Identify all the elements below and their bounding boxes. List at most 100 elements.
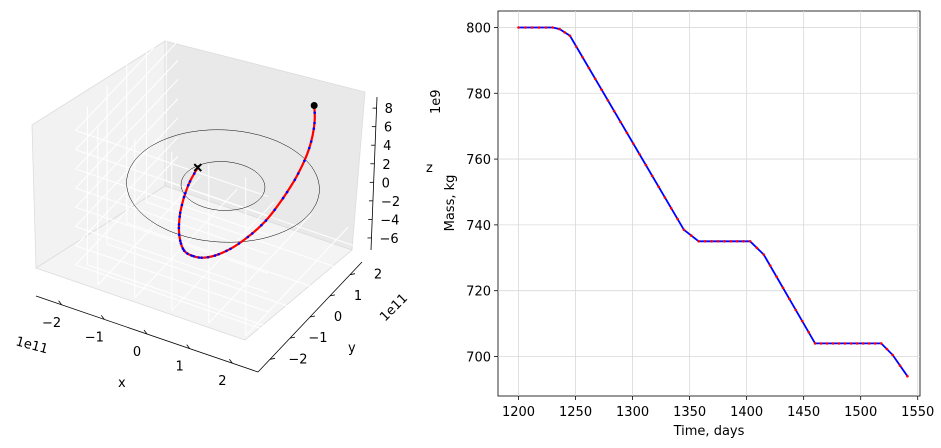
z-gridline bbox=[75, 187, 269, 255]
y-tick-label: 780 bbox=[466, 87, 491, 102]
mass-point bbox=[544, 26, 548, 29]
mass-point bbox=[676, 217, 679, 221]
trajectory-point bbox=[192, 254, 196, 258]
pane-floor bbox=[35, 185, 353, 341]
mass-point bbox=[619, 120, 622, 124]
mass-point bbox=[867, 342, 871, 345]
trajectory-point bbox=[313, 121, 316, 125]
y-gridline bbox=[126, 222, 320, 290]
z-tick-label: −4 bbox=[380, 213, 399, 228]
mass-point bbox=[657, 185, 660, 188]
x-tick-label: 1 bbox=[176, 360, 184, 375]
mass-point bbox=[568, 34, 572, 37]
mass-point bbox=[723, 240, 726, 243]
x-tick-label: 2 bbox=[218, 374, 226, 389]
x-tick-label: 1350 bbox=[673, 405, 706, 420]
y-tick-mark bbox=[349, 273, 356, 276]
trajectory-point bbox=[246, 235, 250, 239]
z-gridline bbox=[75, 98, 179, 208]
z-gridline bbox=[75, 59, 179, 170]
x-axis-label: x bbox=[118, 376, 126, 391]
z-gridline bbox=[75, 21, 179, 131]
x-tick-label: 1450 bbox=[787, 405, 820, 420]
trajectory-point bbox=[296, 172, 300, 175]
mass-point bbox=[735, 240, 739, 243]
mass-point bbox=[690, 234, 693, 237]
trajectory-point bbox=[206, 255, 210, 259]
mass-time-plot: 1200 1250 1300 1350 1400 1450 1500 1550 700 720 74… bbox=[443, 10, 934, 439]
trajectory-point bbox=[184, 191, 187, 195]
trajectory-point bbox=[186, 252, 189, 255]
mass-point bbox=[606, 99, 610, 102]
y-tick-label: 1 bbox=[354, 289, 362, 304]
trajectory-point bbox=[200, 256, 203, 260]
mass-point bbox=[742, 240, 745, 243]
z-gridline bbox=[75, 79, 179, 189]
mass-point bbox=[669, 207, 673, 210]
y-axis-label-mass: Mass, kg bbox=[443, 175, 458, 232]
y-tick-mark bbox=[309, 315, 316, 318]
mass-point bbox=[587, 66, 591, 70]
y-tick-mark bbox=[289, 336, 296, 339]
y-tick-label: 740 bbox=[466, 219, 491, 234]
trajectory-point bbox=[182, 195, 186, 199]
z-gridline bbox=[75, 136, 179, 247]
x-tick-label: 1250 bbox=[559, 405, 592, 420]
z-tick-label: 8 bbox=[385, 102, 393, 117]
trajectory-point bbox=[177, 233, 181, 236]
mass-point bbox=[697, 240, 700, 243]
x-tick-label: 0 bbox=[133, 345, 141, 360]
mass-point bbox=[600, 88, 603, 91]
trajectory-point bbox=[190, 254, 193, 257]
mass-point bbox=[807, 330, 810, 334]
x-tick-label: 1550 bbox=[901, 405, 934, 420]
y-axis-label: y bbox=[348, 341, 356, 356]
trajectory-point bbox=[303, 159, 306, 163]
mass-point bbox=[855, 342, 859, 345]
trajectory-point bbox=[182, 249, 186, 252]
y-tick-label: 760 bbox=[466, 153, 491, 168]
x-tick-label: 1400 bbox=[730, 405, 763, 420]
trajectory-point bbox=[187, 183, 190, 187]
mass-point bbox=[593, 77, 597, 81]
mass-point bbox=[558, 27, 561, 31]
y-offset-label: 1e11 bbox=[377, 291, 411, 325]
mass-point bbox=[849, 342, 853, 345]
mass-point bbox=[625, 131, 629, 135]
mass-point bbox=[891, 353, 894, 357]
mass-point bbox=[703, 240, 707, 243]
trajectory-point bbox=[178, 215, 181, 218]
mass-point bbox=[831, 342, 835, 345]
mass-point bbox=[906, 374, 909, 378]
z-gridline bbox=[75, 226, 269, 294]
mass-point bbox=[517, 26, 520, 29]
trajectory-point bbox=[229, 247, 232, 251]
y-tick-label: −2 bbox=[288, 352, 307, 367]
mass-point bbox=[638, 153, 641, 156]
planet-orbit bbox=[180, 161, 266, 211]
z-gridline bbox=[75, 245, 269, 313]
x-tick-mark bbox=[229, 358, 233, 364]
mass-point bbox=[762, 253, 765, 256]
mass-point bbox=[781, 286, 785, 290]
y-tick-mark bbox=[329, 294, 336, 297]
x-tick-label: 1300 bbox=[616, 405, 649, 420]
z-tick-label: 0 bbox=[382, 176, 390, 191]
mass-point bbox=[885, 347, 889, 351]
trajectory-point bbox=[273, 208, 277, 212]
y-gridline bbox=[146, 201, 340, 269]
trajectory-point bbox=[197, 256, 201, 259]
trajectory-point bbox=[309, 140, 313, 143]
z-tick-label: 2 bbox=[382, 158, 390, 173]
trajectory-point bbox=[260, 223, 263, 227]
trajectory-point bbox=[180, 203, 184, 207]
mass-point bbox=[775, 275, 778, 279]
y-tick-label: 800 bbox=[466, 21, 491, 36]
mass-point bbox=[879, 342, 883, 345]
x-tick-label: 1500 bbox=[844, 405, 877, 420]
z-gridline bbox=[75, 206, 269, 274]
grid-2d bbox=[498, 11, 920, 396]
x-tick-label: −1 bbox=[85, 330, 104, 345]
x-tick-mark bbox=[100, 315, 105, 320]
